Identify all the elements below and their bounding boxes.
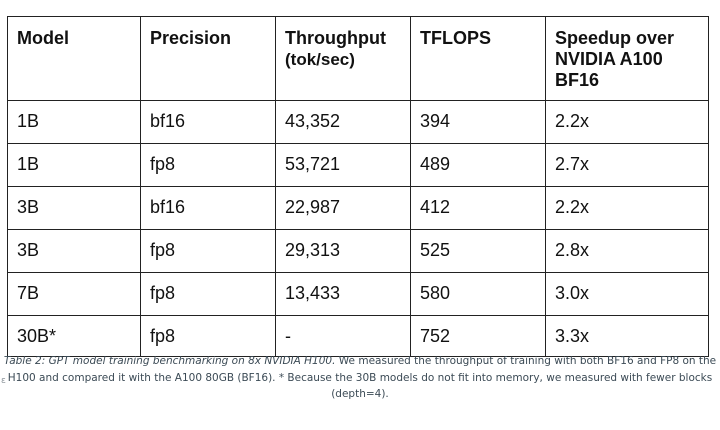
table-row: 7B fp8 13,433 580 3.0x bbox=[7, 272, 709, 316]
cell-model: 30B* bbox=[7, 315, 141, 357]
table-row: 3B fp8 29,313 525 2.8x bbox=[7, 229, 709, 273]
table-row: 30B* fp8 - 752 3.3x bbox=[7, 315, 709, 357]
cell-tflops: 752 bbox=[410, 315, 546, 357]
header-speedup: Speedup over NVIDIA A100 BF16 bbox=[545, 16, 709, 101]
benchmark-table-container: Model Precision Throughput (tok/sec) TFL… bbox=[7, 16, 709, 357]
cell-precision: fp8 bbox=[140, 315, 276, 357]
cell-throughput: 29,313 bbox=[275, 229, 411, 273]
caption-label: Table 2: GPT model training benchmarking… bbox=[3, 355, 336, 367]
header-model-label: Model bbox=[17, 28, 69, 48]
cell-precision: fp8 bbox=[140, 143, 276, 187]
header-precision-label: Precision bbox=[150, 28, 232, 48]
edge-mark: ε bbox=[1, 376, 6, 386]
cell-speedup: 3.3x bbox=[545, 315, 709, 357]
header-speedup-label: Speedup over NVIDIA A100 BF16 bbox=[555, 28, 675, 90]
cell-throughput: 13,433 bbox=[275, 272, 411, 316]
header-tflops: TFLOPS bbox=[410, 16, 546, 101]
caption-text: We measured the throughput of training w… bbox=[7, 355, 717, 400]
cell-tflops: 489 bbox=[410, 143, 546, 187]
cell-precision: fp8 bbox=[140, 229, 276, 273]
header-throughput-unit: (tok/sec) bbox=[285, 50, 355, 69]
header-row: Model Precision Throughput (tok/sec) TFL… bbox=[7, 16, 709, 101]
cell-model: 1B bbox=[7, 100, 141, 144]
benchmark-table: Model Precision Throughput (tok/sec) TFL… bbox=[7, 16, 709, 357]
table-row: 1B bf16 43,352 394 2.2x bbox=[7, 100, 709, 144]
table-body: 1B bf16 43,352 394 2.2x 1B fp8 53,721 48… bbox=[7, 100, 709, 357]
cell-precision: bf16 bbox=[140, 100, 276, 144]
cell-speedup: 2.8x bbox=[545, 229, 709, 273]
cell-throughput: - bbox=[275, 315, 411, 357]
cell-tflops: 580 bbox=[410, 272, 546, 316]
cell-precision: bf16 bbox=[140, 186, 276, 230]
cell-model: 3B bbox=[7, 186, 141, 230]
cell-model: 3B bbox=[7, 229, 141, 273]
cell-throughput: 53,721 bbox=[275, 143, 411, 187]
table-caption: Table 2: GPT model training benchmarking… bbox=[0, 353, 720, 403]
cell-speedup: 2.7x bbox=[545, 143, 709, 187]
header-throughput: Throughput (tok/sec) bbox=[275, 16, 411, 101]
cell-tflops: 525 bbox=[410, 229, 546, 273]
cell-tflops: 412 bbox=[410, 186, 546, 230]
cell-throughput: 22,987 bbox=[275, 186, 411, 230]
cell-tflops: 394 bbox=[410, 100, 546, 144]
header-precision: Precision bbox=[140, 16, 276, 101]
cell-model: 7B bbox=[7, 272, 141, 316]
header-model: Model bbox=[7, 16, 141, 101]
table-row: 1B fp8 53,721 489 2.7x bbox=[7, 143, 709, 187]
cell-speedup: 3.0x bbox=[545, 272, 709, 316]
cell-model: 1B bbox=[7, 143, 141, 187]
cell-throughput: 43,352 bbox=[275, 100, 411, 144]
cell-precision: fp8 bbox=[140, 272, 276, 316]
cell-speedup: 2.2x bbox=[545, 100, 709, 144]
header-throughput-label: Throughput bbox=[285, 28, 386, 48]
table-row: 3B bf16 22,987 412 2.2x bbox=[7, 186, 709, 230]
table-header: Model Precision Throughput (tok/sec) TFL… bbox=[7, 16, 709, 101]
cell-speedup: 2.2x bbox=[545, 186, 709, 230]
header-tflops-label: TFLOPS bbox=[420, 28, 491, 48]
